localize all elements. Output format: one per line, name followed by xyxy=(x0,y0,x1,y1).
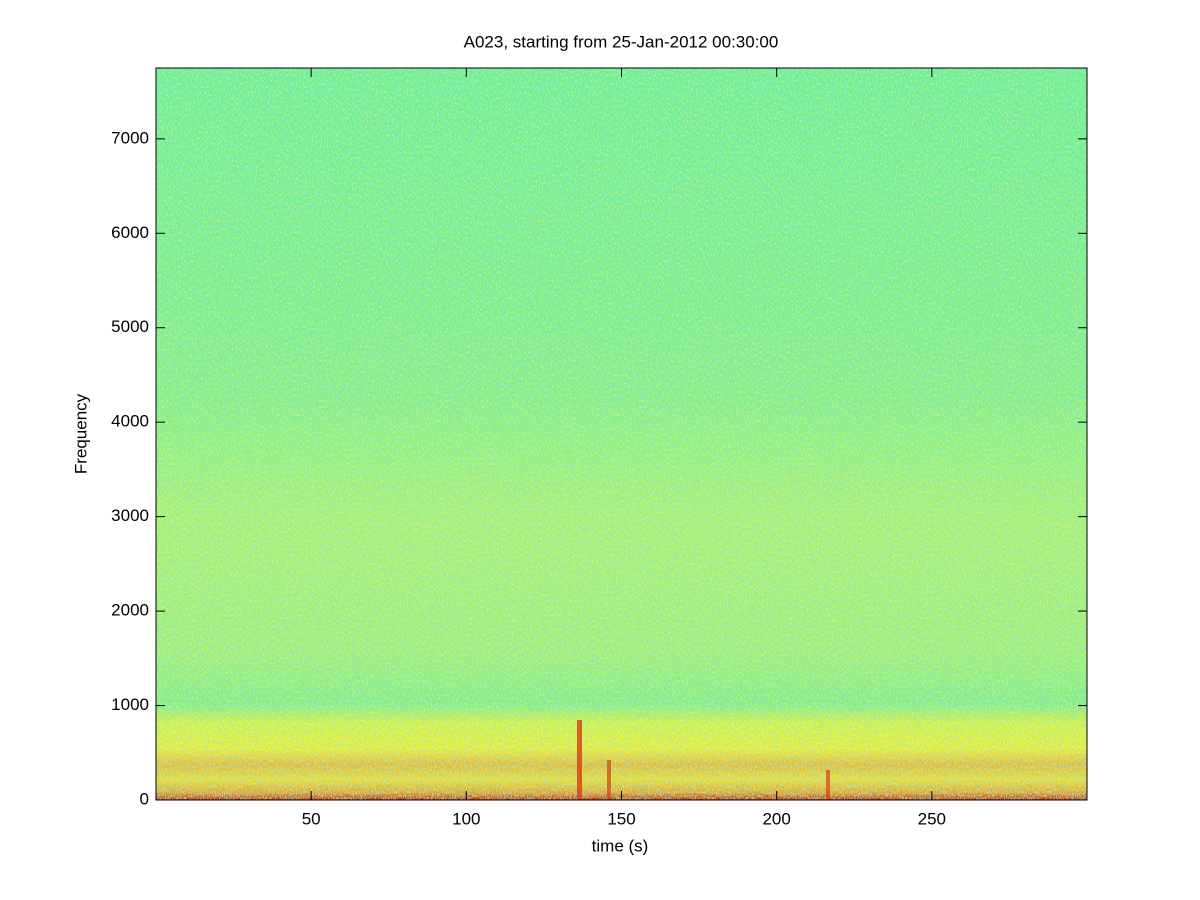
chart-title: A023, starting from 25-Jan-2012 00:30:00 xyxy=(464,32,779,51)
x-axis-label: time (s) xyxy=(592,836,649,855)
spectrogram-burst xyxy=(607,760,611,800)
x-tick-label: 250 xyxy=(918,809,946,828)
x-tick-label: 50 xyxy=(302,809,321,828)
y-tick-label: 2000 xyxy=(111,601,149,620)
y-axis-label: Frequency xyxy=(71,393,90,474)
y-tick-label: 7000 xyxy=(111,128,149,147)
y-tick-label: 4000 xyxy=(111,412,149,431)
x-tick-label: 150 xyxy=(607,809,635,828)
y-tick-label: 1000 xyxy=(111,695,149,714)
x-tick-label: 100 xyxy=(452,809,480,828)
x-tick-label: 200 xyxy=(762,809,790,828)
y-tick-label: 3000 xyxy=(111,506,149,525)
spectrogram-image xyxy=(156,68,1087,800)
y-tick-label: 5000 xyxy=(111,317,149,336)
spectrogram-burst xyxy=(577,720,582,800)
spectrogram-burst xyxy=(826,770,830,800)
spectrogram-noise xyxy=(156,68,1087,800)
y-tick-label: 6000 xyxy=(111,223,149,242)
y-tick-label: 0 xyxy=(140,789,149,808)
